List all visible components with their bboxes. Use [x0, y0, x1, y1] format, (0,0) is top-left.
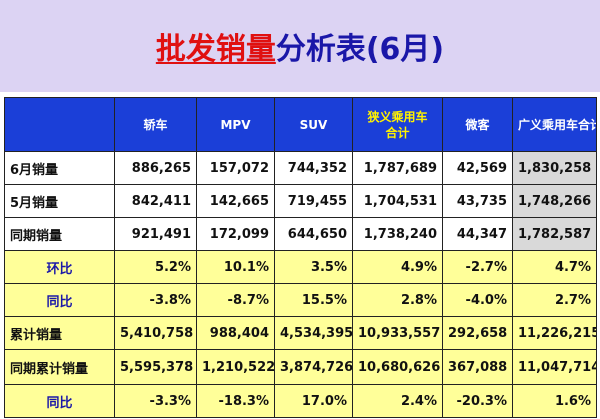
cell-narrow-total: 2.8%: [352, 283, 443, 317]
cell-suv: 15.5%: [274, 283, 353, 317]
cell-sedan: 5,595,378: [114, 349, 197, 385]
table-row: 同比 -3.8% -8.7% 15.5% 2.8% -4.0% 2.7%: [4, 283, 597, 317]
title-part-main: 分析表(6月): [275, 32, 445, 67]
cell-broad-total: 4.7%: [512, 250, 597, 284]
cell-sedan: 5,410,758: [114, 316, 197, 350]
header-narrow-total: 狭义乘用车 合计: [352, 97, 443, 152]
cell-mpv: 157,072: [196, 151, 275, 185]
table-row: 5月销量 842,411 142,665 719,455 1,704,531 4…: [4, 184, 597, 218]
cell-mpv: 1,210,522: [196, 349, 275, 385]
row-label: 同比: [4, 283, 115, 317]
title-band: [0, 0, 600, 92]
cell-narrow-total: 1,704,531: [352, 184, 443, 218]
header-minivan: 微客: [442, 97, 513, 152]
cell-suv: 3,874,726: [274, 349, 353, 385]
cell-suv: 4,534,395: [274, 316, 353, 350]
cell-broad-total: 1,782,587: [512, 217, 597, 251]
cell-broad-total: 2.7%: [512, 283, 597, 317]
cell-suv: 17.0%: [274, 384, 353, 418]
cell-minivan: 43,735: [442, 184, 513, 218]
cell-narrow-total: 4.9%: [352, 250, 443, 284]
cell-mpv: 172,099: [196, 217, 275, 251]
cell-sedan: -3.3%: [114, 384, 197, 418]
cell-narrow-total: 1,787,689: [352, 151, 443, 185]
cell-narrow-total: 10,680,626: [352, 349, 443, 385]
title-part-highlight: 批发销量: [155, 32, 276, 67]
row-label: 累计销量: [4, 316, 115, 350]
cell-mpv: 142,665: [196, 184, 275, 218]
header-row: 轿车 MPV SUV 狭义乘用车 合计 微客 广义乘用车合计: [4, 97, 597, 152]
cell-broad-total: 11,226,215: [512, 316, 597, 350]
cell-suv: 744,352: [274, 151, 353, 185]
cell-sedan: 921,491: [114, 217, 197, 251]
cell-narrow-total: 2.4%: [352, 384, 443, 418]
row-label: 同期累计销量: [4, 349, 115, 385]
row-label: 6月销量: [4, 151, 115, 185]
row-label: 环比: [4, 250, 115, 284]
cell-minivan: -20.3%: [442, 384, 513, 418]
cell-sedan: 886,265: [114, 151, 197, 185]
table-row: 6月销量 886,265 157,072 744,352 1,787,689 4…: [4, 151, 597, 185]
cell-mpv: 10.1%: [196, 250, 275, 284]
cell-broad-total: 1,748,266: [512, 184, 597, 218]
cell-mpv: -18.3%: [196, 384, 275, 418]
cell-minivan: 42,569: [442, 151, 513, 185]
row-label: 同期销量: [4, 217, 115, 251]
header-broad-total: 广义乘用车合计: [512, 97, 597, 152]
cell-suv: 3.5%: [274, 250, 353, 284]
header-corner: [4, 97, 115, 152]
row-label: 同比: [4, 384, 115, 418]
table-row: 环比 5.2% 10.1% 3.5% 4.9% -2.7% 4.7%: [4, 250, 597, 284]
cell-narrow-total: 10,933,557: [352, 316, 443, 350]
table-row: 累计销量 5,410,758 988,404 4,534,395 10,933,…: [4, 316, 597, 350]
page-title: 批发销量分析表(6月): [0, 24, 600, 68]
row-label: 5月销量: [4, 184, 115, 218]
header-mpv: MPV: [196, 97, 275, 152]
header-sedan: 轿车: [114, 97, 197, 152]
cell-minivan: -4.0%: [442, 283, 513, 317]
table-row: 同比 -3.3% -18.3% 17.0% 2.4% -20.3% 1.6%: [4, 384, 597, 418]
cell-narrow-total: 1,738,240: [352, 217, 443, 251]
cell-broad-total: 11,047,714: [512, 349, 597, 385]
header-suv: SUV: [274, 97, 353, 152]
cell-minivan: 367,088: [442, 349, 513, 385]
cell-broad-total: 1,830,258: [512, 151, 597, 185]
sales-analysis-table: 轿车 MPV SUV 狭义乘用车 合计 微客 广义乘用车合计 6月销量 886,…: [4, 97, 597, 418]
cell-sedan: 842,411: [114, 184, 197, 218]
cell-sedan: -3.8%: [114, 283, 197, 317]
cell-mpv: -8.7%: [196, 283, 275, 317]
cell-sedan: 5.2%: [114, 250, 197, 284]
cell-broad-total: 1.6%: [512, 384, 597, 418]
table-row: 同期销量 921,491 172,099 644,650 1,738,240 4…: [4, 217, 597, 251]
cell-minivan: 292,658: [442, 316, 513, 350]
cell-mpv: 988,404: [196, 316, 275, 350]
table-row: 同期累计销量 5,595,378 1,210,522 3,874,726 10,…: [4, 349, 597, 385]
cell-suv: 719,455: [274, 184, 353, 218]
cell-suv: 644,650: [274, 217, 353, 251]
cell-minivan: -2.7%: [442, 250, 513, 284]
cell-minivan: 44,347: [442, 217, 513, 251]
